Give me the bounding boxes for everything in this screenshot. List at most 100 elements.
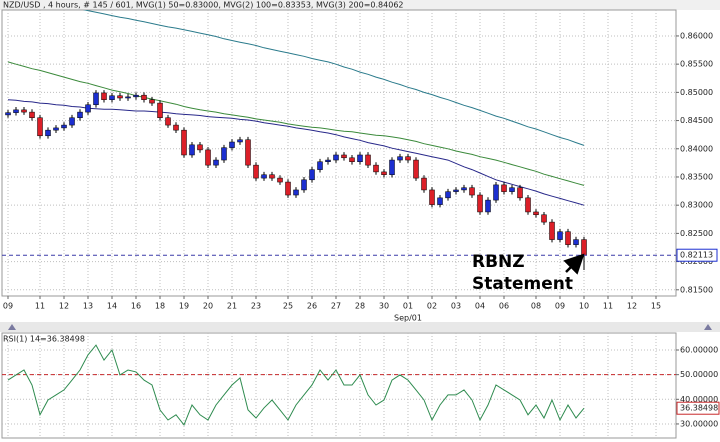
x-tick-label: 28 <box>355 302 365 311</box>
x-tick-label: 09 <box>3 302 13 311</box>
candle-body <box>549 221 555 240</box>
candle-body <box>5 112 11 116</box>
plot-area <box>5 10 587 271</box>
candle-body <box>325 159 331 162</box>
candle-body <box>261 174 267 179</box>
rsi-panel <box>1 332 677 439</box>
y-tick-label: 0.83000 <box>680 201 713 210</box>
y-tick-label: 0.85000 <box>680 88 713 97</box>
candle-body <box>221 147 227 161</box>
candle-body <box>413 159 419 179</box>
candle-body <box>509 187 515 192</box>
candle-body <box>173 124 179 131</box>
toolbar-icon[interactable] <box>704 324 712 330</box>
candle-body <box>477 194 483 213</box>
price-label: 0.82113 <box>680 251 713 260</box>
candle-body <box>69 117 75 126</box>
header-bar <box>0 0 720 10</box>
candle-body <box>557 231 563 240</box>
y-tick-label: 0.84500 <box>680 116 713 125</box>
candle-body <box>253 164 259 179</box>
y-tick-label: 60.00000 <box>680 346 718 355</box>
candle-body <box>293 189 299 196</box>
candle-body <box>133 94 139 98</box>
candle-body <box>533 211 539 216</box>
y-tick-label: 50.00000 <box>680 370 718 379</box>
candle-body <box>21 109 27 113</box>
x-tick-label: 14 <box>107 302 117 311</box>
candle-body <box>405 156 411 161</box>
candle-body <box>189 144 195 156</box>
candle-body <box>77 111 83 118</box>
x-tick-label: 25 <box>283 302 293 311</box>
x-tick-label: 15 <box>651 302 661 311</box>
price-panel <box>1 9 677 297</box>
candle-body <box>309 169 315 181</box>
candle-body <box>37 117 43 137</box>
candle-body <box>109 95 115 100</box>
candle-body <box>229 141 235 148</box>
x-tick-label: 10 <box>579 302 589 311</box>
x-tick-label: 26 <box>307 302 317 311</box>
candle-body <box>213 159 219 166</box>
candle-body <box>93 92 99 106</box>
candle-body <box>61 124 67 129</box>
candle-body <box>125 96 131 99</box>
candle-body <box>445 191 451 199</box>
y-tick-label: 0.83500 <box>680 172 713 181</box>
x-tick-label: 23 <box>251 302 261 311</box>
candle-body <box>117 95 123 99</box>
candle-body <box>541 214 547 223</box>
candle-body <box>85 104 91 113</box>
toolbar-icon[interactable] <box>8 324 16 330</box>
x-tick-label: 09 <box>555 302 565 311</box>
candle-body <box>237 139 243 143</box>
candle-body <box>461 187 467 191</box>
x-tick-label: 30 <box>379 302 389 311</box>
x-tick-label: 11 <box>603 302 613 311</box>
x-tick-label: 04 <box>475 302 485 311</box>
x-tick-label: 16 <box>131 302 141 311</box>
moving-average <box>82 10 585 146</box>
candle-body <box>493 184 499 201</box>
y-tick-label: 0.81500 <box>680 285 713 294</box>
candle-body <box>421 177 427 191</box>
plot-area <box>7 344 585 426</box>
chart-title: NZD/USD , 4 hours, # 145 / 601, MVG(1) 5… <box>3 1 404 10</box>
candle-body <box>501 184 507 192</box>
price-box <box>676 248 718 262</box>
x-tick-label: 11 <box>35 302 45 311</box>
moving-average <box>7 61 585 186</box>
candle-body <box>205 149 211 166</box>
candle-body <box>29 111 35 118</box>
candle-body <box>181 129 187 156</box>
x-tick-label: 19 <box>179 302 189 311</box>
candle-body <box>101 92 107 100</box>
candle-body <box>349 157 355 162</box>
value-label: 36.38498 <box>680 404 718 413</box>
candle-body <box>485 199 491 213</box>
x-tick-label: 18 <box>155 302 165 311</box>
candle-body <box>453 189 459 192</box>
x-tick-label: 27 <box>331 302 341 311</box>
annotation: Statement <box>472 274 573 294</box>
candle-body <box>573 239 579 245</box>
candle-body <box>197 144 203 151</box>
candle-body <box>149 99 155 104</box>
candle-body <box>341 154 347 159</box>
x-tick-label: 12 <box>59 302 69 311</box>
y-tick-label: 0.86000 <box>680 31 713 40</box>
candle-body <box>581 239 587 256</box>
candle-body <box>45 129 51 137</box>
candle-body <box>141 94 147 100</box>
candle-body <box>429 189 435 205</box>
x-tick-label: 13 <box>83 302 93 311</box>
candle-body <box>517 187 523 199</box>
toolbar[interactable] <box>0 322 720 332</box>
candle-body <box>365 154 371 166</box>
x-tick-label: 20 <box>203 302 213 311</box>
candle-body <box>53 127 59 131</box>
candle-body <box>397 156 403 161</box>
candle-body <box>157 102 163 118</box>
